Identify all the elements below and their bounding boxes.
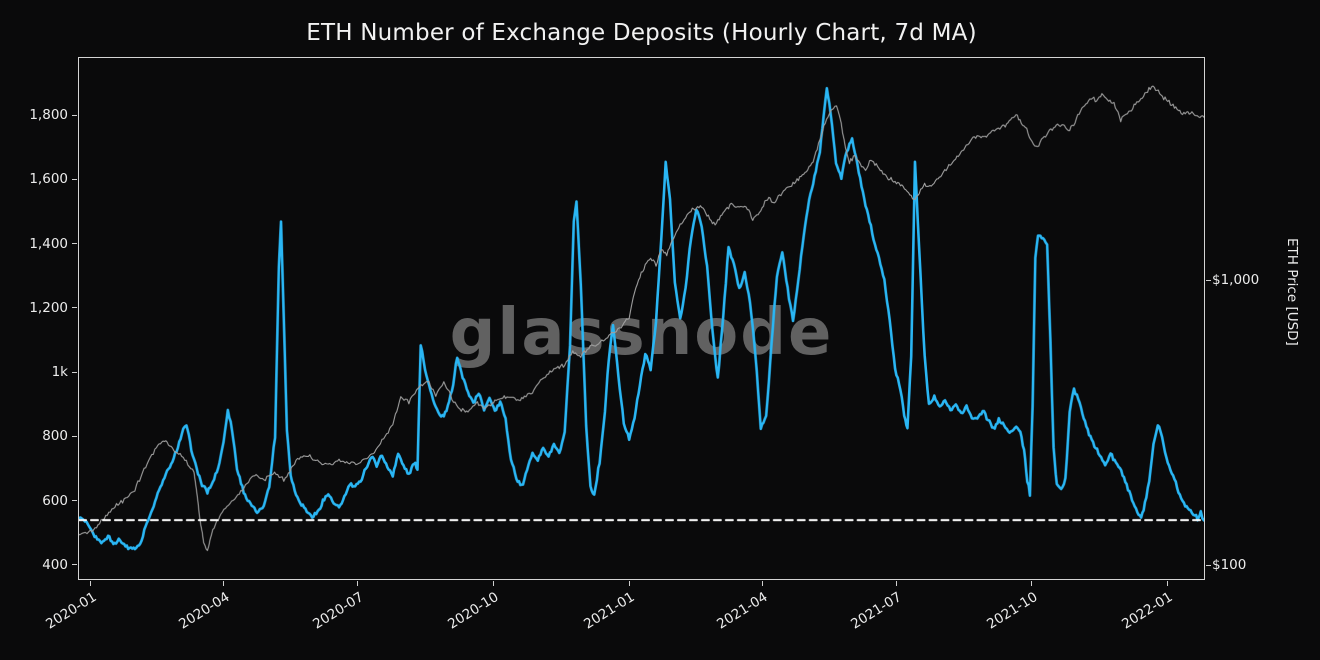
x-axis-tick-mark <box>90 581 92 586</box>
chart-title: ETH Number of Exchange Deposits (Hourly … <box>306 20 977 46</box>
plot-area: glassnode <box>78 57 1205 580</box>
y-axis-right-tick-mark <box>1206 279 1211 281</box>
y-axis-left-tick-mark <box>72 243 77 245</box>
x-axis-tick-mark <box>628 581 630 586</box>
y-axis-left-tick-label: 800 <box>42 428 68 445</box>
y-axis-right-tick-mark <box>1206 564 1211 566</box>
x-axis-tick-mark <box>761 581 763 586</box>
x-axis-tick-mark <box>492 581 494 586</box>
y-axis-left-tick-label: 1,200 <box>29 299 68 316</box>
x-axis-tick-label: 2021-01 <box>581 589 638 633</box>
x-axis-tick-label: 2021-04 <box>714 589 771 633</box>
y-axis-left-tick-mark <box>72 307 77 309</box>
y-axis-left-tick-mark <box>72 564 77 566</box>
y-axis-right-tick-label: $100 <box>1212 557 1247 574</box>
x-axis-tick-label: 2021-07 <box>848 589 905 633</box>
y-axis-left-tick-label: 1,600 <box>29 171 68 188</box>
x-axis-tick-label: 2020-01 <box>43 589 100 633</box>
x-axis-tick-label: 2021-10 <box>983 589 1041 633</box>
y-axis-left-tick-label: 1,800 <box>29 107 68 124</box>
y-axis-left-tick-mark <box>72 178 77 180</box>
y-axis-left-tick-label: 400 <box>42 556 68 573</box>
right-axis-label: ETH Price [USD] <box>1284 238 1300 346</box>
x-axis-tick-mark <box>223 581 225 586</box>
x-axis-tick-label: 2020-04 <box>176 589 233 633</box>
x-axis-tick-label: 2022-01 <box>1119 589 1176 633</box>
y-axis-left-tick-label: 600 <box>42 492 68 509</box>
y-axis-left-tick-label: 1k <box>51 364 68 381</box>
y-axis-left-tick-mark <box>72 435 77 437</box>
y-axis-left-tick-label: 1,400 <box>29 235 68 252</box>
x-axis-tick-label: 2020-07 <box>310 589 367 633</box>
x-axis-tick-mark <box>895 581 897 586</box>
y-axis-left-tick-mark <box>72 114 77 116</box>
y-axis-right-tick-label: $1,000 <box>1212 272 1260 289</box>
x-axis-tick-mark <box>1166 581 1168 586</box>
y-axis-left-tick-mark <box>72 500 77 502</box>
plot-canvas <box>79 58 1204 579</box>
y-axis-left-tick-mark <box>72 371 77 373</box>
x-axis-tick-mark <box>1031 581 1033 586</box>
x-axis-tick-mark <box>357 581 359 586</box>
x-axis-tick-label: 2020-10 <box>445 589 502 633</box>
